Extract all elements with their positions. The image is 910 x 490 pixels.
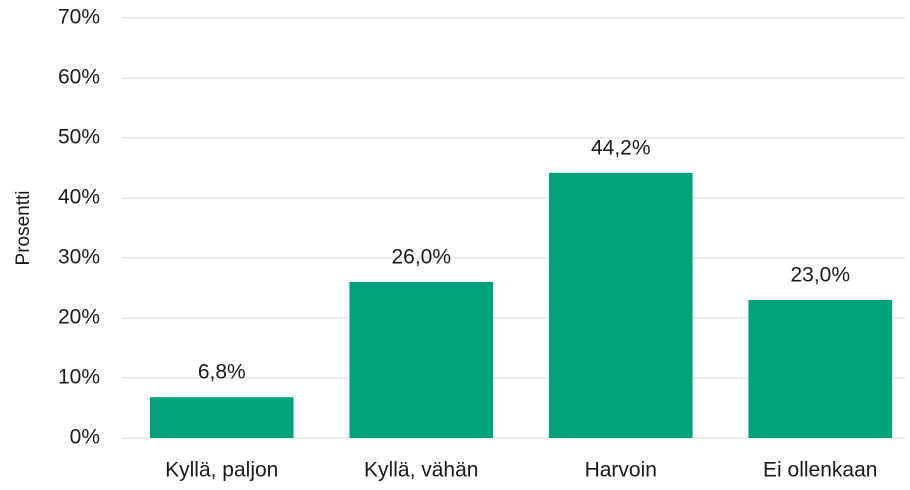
y-tick-label: 10%: [58, 366, 100, 389]
y-tick-label: 30%: [58, 246, 100, 269]
x-tick-label: Ei ollenkaan: [763, 459, 877, 482]
bar: [149, 397, 294, 438]
y-tick-label: 40%: [58, 186, 100, 209]
x-tick-label: Kyllä, vähän: [364, 459, 478, 482]
x-tick-label: Kyllä, paljon: [165, 459, 278, 482]
y-tick-label: 60%: [58, 66, 100, 89]
data-label: 6,8%: [198, 361, 246, 384]
y-tick-label: 0%: [70, 426, 100, 449]
data-label: 26,0%: [391, 246, 451, 269]
bar: [548, 172, 693, 439]
bar: [748, 300, 893, 438]
bar: [349, 282, 494, 438]
y-tick-label: 70%: [58, 6, 100, 29]
y-tick-label: 50%: [58, 126, 100, 149]
data-label: 23,0%: [790, 264, 850, 287]
y-axis-label: Prosentti: [13, 191, 34, 266]
y-tick-label: 20%: [58, 306, 100, 329]
data-label: 44,2%: [591, 136, 651, 159]
x-tick-label: Harvoin: [585, 459, 657, 482]
